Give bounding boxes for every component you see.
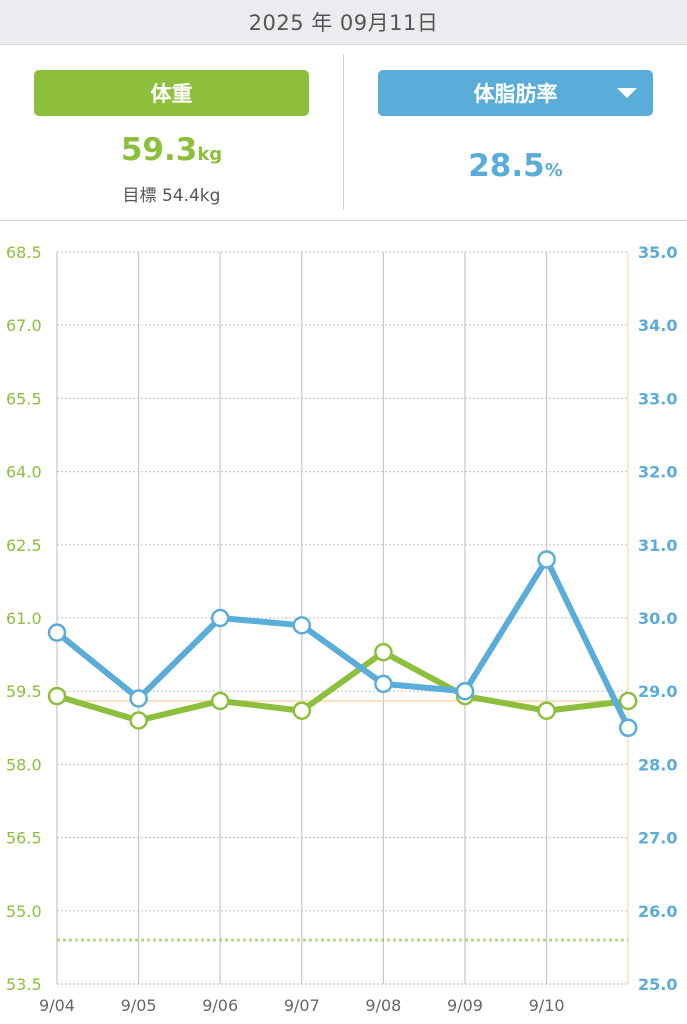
weight-data-point (618, 691, 638, 711)
right-tick-label: 34.0 (638, 316, 677, 335)
left-tick-label: 55.0 (6, 902, 42, 921)
bodyfat-data-point (47, 623, 67, 642)
weight-data-point (129, 711, 148, 730)
weight-button[interactable]: 体重 (34, 70, 309, 116)
weight-data-point (292, 701, 312, 720)
weight-series-line (54, 649, 632, 724)
right-tick-label: 31.0 (638, 536, 677, 555)
right-tick-label: 25.0 (638, 975, 677, 994)
left-tick-label: 58.0 (6, 755, 42, 774)
left-tick-label: 64.0 (6, 463, 42, 482)
bodyfat-data-point (374, 674, 393, 694)
x-tick-label: 9/06 (202, 996, 238, 1015)
left-tick-label: 65.5 (6, 389, 42, 408)
left-tick-label: 61.0 (6, 609, 42, 628)
bodyfat-data-point (129, 689, 148, 708)
right-tick-label: 26.0 (638, 902, 677, 921)
weight-number: 59.3 (120, 132, 198, 168)
right-tick-label: 30.0 (638, 609, 677, 628)
chevron-down-icon (617, 88, 637, 98)
bodyfat-data-point (292, 616, 312, 635)
right-tick-label: 27.0 (638, 829, 677, 848)
weight-data-point (374, 642, 393, 662)
right-tick-label: 32.0 (638, 463, 677, 482)
bodyfat-unit: % (544, 160, 563, 181)
bodyfat-data-point (455, 681, 475, 701)
bodyfat-data-point (537, 550, 556, 569)
weight-panel: 体重 59.3kg 目標 54.4kg (0, 44, 343, 220)
left-tick-label: 53.5 (6, 975, 42, 994)
left-tick-label: 67.0 (6, 316, 42, 335)
left-tick-label: 56.5 (6, 829, 42, 848)
right-tick-label: 33.0 (638, 389, 677, 408)
left-tick-label: 68.5 (6, 243, 42, 262)
bodyfat-value: 28.5% (344, 148, 687, 184)
weight-data-point (47, 686, 67, 706)
weight-unit: kg (197, 144, 223, 165)
x-tick-label: 9/04 (39, 996, 75, 1015)
right-tick-label: 35.0 (638, 243, 677, 262)
bodyfat-data-point (618, 718, 638, 738)
x-tick-label: 9/07 (284, 996, 320, 1015)
bodyfat-panel: 体脂肪率 28.5% (344, 44, 687, 220)
header-divider (0, 220, 687, 221)
x-tick-label: 9/05 (121, 996, 157, 1015)
left-tick-label: 59.5 (6, 682, 42, 701)
right-tick-label: 29.0 (638, 682, 677, 701)
left-tick-label: 62.5 (6, 536, 42, 555)
goal-weight-text: 目標 54.4kg (122, 186, 221, 206)
bodyfat-series-line (54, 556, 632, 731)
weight-bodyfat-chart[interactable]: 68.5 35.0 67.0 34.0 65.5 33.0 64.0 32.0 62.5 31.0… (0, 221, 687, 1024)
x-tick-label: 9/09 (447, 996, 483, 1015)
date-header[interactable]: 2025 年 09月11日 (0, 0, 687, 45)
weight-button-label: 体重 (150, 82, 193, 106)
weight-data-point (537, 701, 556, 720)
bodyfat-number: 28.5 (468, 148, 545, 184)
date-text: 2025 年 09月11日 (248, 11, 439, 35)
weight-value: 59.3kg (0, 132, 343, 168)
x-tick-label: 9/08 (365, 996, 401, 1015)
x-tick-label: 9/10 (529, 996, 565, 1015)
panel-divider (343, 54, 344, 210)
bodyfat-dropdown-label: 体脂肪率 (473, 82, 558, 106)
right-tick-label: 28.0 (638, 755, 677, 774)
bodyfat-dropdown[interactable]: 体脂肪率 (378, 70, 653, 116)
weight-data-point (210, 691, 230, 711)
bodyfat-data-point (210, 608, 230, 628)
